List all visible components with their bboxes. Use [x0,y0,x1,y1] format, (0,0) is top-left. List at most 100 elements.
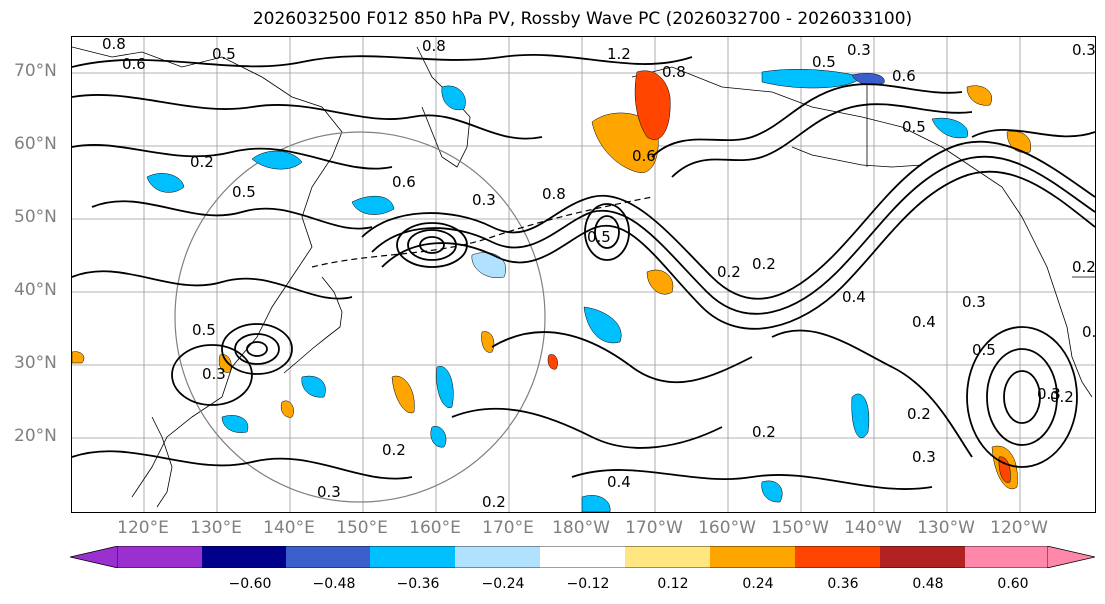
colorbar-swatch [965,546,1047,568]
contour-label: 0.2 [1050,388,1074,406]
contour-label: 0.3 [1082,323,1095,341]
contour-label: 0.8 [662,63,686,81]
colorbar-swatch [540,546,625,568]
colorbar-tick-label: 0.60 [997,576,1029,592]
contour-label: 0.8 [422,37,446,55]
contour-label: 0.8 [542,185,566,203]
coast-alaska [631,66,1033,238]
contour-label: 0.5 [232,183,256,201]
contour-label: 0.3 [317,483,341,501]
contour-label: 0.6 [122,55,146,73]
coast-philippines [151,416,173,508]
anomaly-patch [761,480,783,503]
contour-label: 0.6 [632,147,656,165]
coast-asia [72,46,343,498]
anomaly-patch [481,331,495,353]
anomaly-patch [280,400,294,418]
anomaly-patch [391,375,415,414]
anomaly-patch [646,269,674,295]
colorbar-tick-label: −0.24 [481,576,525,592]
anomaly-patch [146,173,185,193]
anomaly-patches [72,69,1032,512]
contour-label: 0.5 [812,53,836,71]
anomaly-patch [634,70,671,140]
lon-label: 180°W [552,518,610,538]
coast-na-west [1031,236,1093,398]
lon-label: 170°E [482,518,534,538]
lon-label: 150°E [336,518,388,538]
colorbar-swatch [118,546,202,568]
colorbar-tick-label: 0.48 [912,576,944,592]
contour-label: 0.2 [752,423,776,441]
anomaly-patch [430,426,447,448]
lat-label: 40°N [14,280,57,300]
contour-label: 0.2 [752,255,776,273]
anomaly-patch [851,393,870,438]
colorbar-swatch [625,546,710,568]
anomaly-patch [351,195,395,215]
anomaly-patch [931,117,968,139]
colorbar-swatch [202,546,286,568]
contour-label: 0.3 [962,293,986,311]
colorbar-tick-label: −0.36 [396,576,440,592]
map-area: 0.8 0.6 0.5 0.8 0.3 1.2 0.8 0.5 0.6 0.3 0.2 0.5 0.6 0… [71,36,1096,513]
contour-label: 0.6 [392,173,416,191]
contour-label: 0.3 [202,365,226,383]
lon-label: 120°E [117,518,169,538]
colorbar-tick-label: 0.12 [657,576,689,592]
lon-label: 120°W [990,518,1048,538]
colorbar-swatch [795,546,880,568]
colorbar-extend-max [1046,546,1095,568]
anomaly-patch [72,351,85,364]
contour-label: 0.8 [102,37,126,53]
contour-label: 0.3 [1072,41,1095,59]
contour-label: 0.2 [482,493,506,511]
anomaly-patch [581,495,611,512]
contour-label: 0.4 [607,473,631,491]
lat-label: 20°N [14,426,57,446]
lat-label: 70°N [14,61,57,81]
contour-label: 0.4 [842,288,866,306]
lat-label: 30°N [14,353,57,373]
lon-label: 140°W [844,518,902,538]
contour-labels: 0.80.60.5 0.8 0.31.20.80.50.60.30.20.50.60… [102,37,1095,511]
colorbar [70,546,1095,568]
anomaly-patch [583,306,622,344]
coast-aleutians [791,146,923,168]
coastlines [72,46,1095,508]
contour-label: 0.3 [1037,385,1061,403]
contour-label: 0.5 [972,341,996,359]
colorbar-tick-label: 0.36 [827,576,859,592]
colorbar-tick-label: −0.12 [566,576,610,592]
anomaly-patch [251,150,303,170]
anomaly-patch [301,375,326,398]
contour-label: 0.2 [382,441,406,459]
reference-circle [174,131,546,503]
contour-label: 0.2 [1072,258,1095,276]
lon-label: 160°W [698,518,756,538]
coast-japan [283,276,343,374]
contour-label: 0.5 [192,321,216,339]
colorbar-swatch [286,546,370,568]
contour-label: 0.2 [190,153,214,171]
colorbar-extend-min [70,546,119,568]
contour-label: 0.3 [847,41,871,59]
anomaly-patch [221,415,249,433]
colorbar-swatch [455,546,540,568]
contour-label: 0.5 [902,118,926,136]
lon-label: 140°E [263,518,315,538]
anomaly-patch [218,354,232,373]
dashed-contour [311,196,653,268]
contour-label: 0.3 [912,448,936,466]
lon-label: 160°E [409,518,461,538]
anomaly-patch [547,354,558,370]
lat-label: 50°N [14,207,57,227]
lon-label: 130°E [190,518,242,538]
anomaly-patch [591,112,659,174]
colorbar-swatch [370,546,455,568]
contour-label: 0.4 [912,313,936,331]
anomaly-patch [441,85,466,111]
contour-label: 0.5 [212,45,236,63]
pv-map: 0.80.60.5 0.8 0.31.20.80.50.60.30.20.50.60… [72,37,1095,512]
coast-kamchatka [416,46,471,168]
